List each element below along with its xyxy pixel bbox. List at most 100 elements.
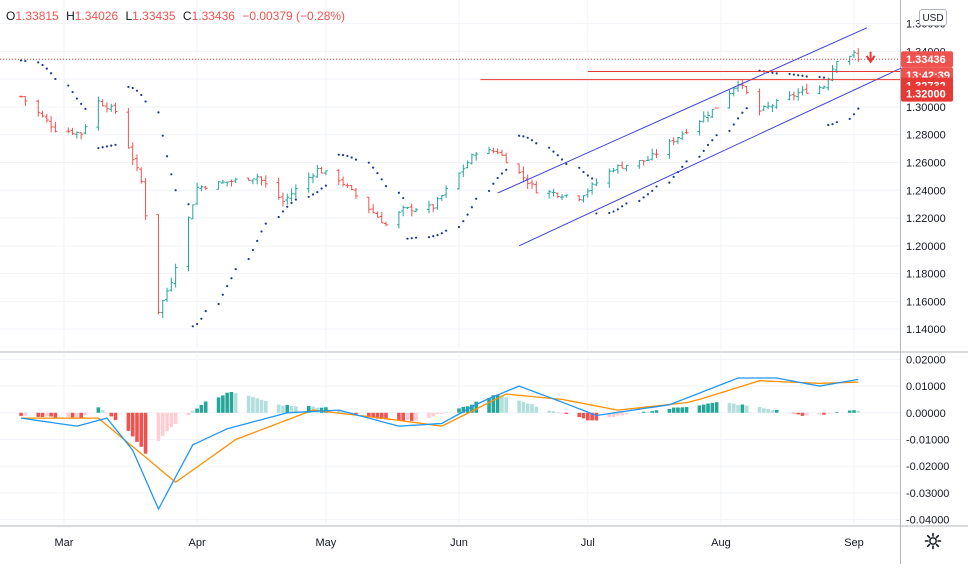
macd-hist-bar: [75, 413, 79, 418]
sar-dot: [46, 68, 48, 70]
high-label: H: [66, 9, 75, 23]
macd-hist-bar: [856, 411, 860, 413]
macd-hist-bar: [281, 406, 285, 413]
macd-hist-bar: [436, 413, 440, 414]
macd-hist-bar: [195, 409, 199, 413]
sar-dot: [561, 158, 563, 160]
sar-dot: [54, 78, 56, 80]
sar-dot: [436, 234, 438, 236]
macd-hist-bar: [161, 413, 165, 436]
sar-dot: [548, 147, 550, 149]
macd-hist-bar: [165, 413, 169, 431]
macd-hist-bar: [758, 407, 762, 413]
open-value: 1.33815: [15, 9, 58, 23]
price-tick-label: 1.28000: [906, 130, 946, 142]
macd-hist-bar: [766, 409, 770, 413]
gear-icon[interactable]: [923, 531, 943, 551]
macd-hist-bar: [745, 406, 749, 413]
macd-hist-bar: [49, 413, 53, 417]
macd-hist-bar: [264, 401, 268, 413]
price-tick-label: 1.14000: [906, 324, 946, 336]
sar-dot: [462, 220, 464, 222]
sar-dot: [428, 236, 430, 238]
macd-hist-bar: [290, 406, 294, 413]
sar-dot: [827, 124, 829, 126]
sar-dot: [24, 60, 26, 62]
ohlc-legend: O1.33815 H1.34026 L1.33435 C1.33436 −0.0…: [6, 9, 349, 23]
macd-hist-bar: [848, 411, 852, 413]
macd-tick-label: 0.00000: [906, 408, 946, 420]
sar-dot: [591, 177, 593, 179]
sar-dot: [372, 166, 374, 168]
macd-hist-bar: [191, 411, 195, 413]
sar-dot: [527, 137, 529, 139]
sar-dot: [114, 144, 116, 146]
price-tick-label: 1.20000: [906, 241, 946, 253]
sar-dot: [466, 214, 468, 216]
time-tick-label: Mar: [55, 537, 74, 549]
macd-hist-bar: [440, 413, 444, 414]
macd-hist-bar: [625, 413, 629, 415]
change-value: −0.00379 (−0.28%): [242, 9, 345, 23]
sar-dot: [595, 212, 597, 214]
sar-dot: [402, 197, 404, 199]
price-tick-label: 1.22000: [906, 213, 946, 225]
last-price-tag: 1.33436: [906, 54, 946, 66]
sar-dot: [823, 77, 825, 79]
macd-hist-bar: [260, 400, 264, 413]
macd-hist-bar: [530, 404, 534, 413]
currency-button[interactable]: USD: [919, 9, 947, 26]
sar-dot: [226, 285, 228, 287]
sar-dot: [230, 277, 232, 279]
sar-dot: [196, 323, 198, 325]
macd-hist-bar: [277, 404, 281, 412]
sar-dot: [806, 75, 808, 77]
macd-hist-bar: [255, 398, 259, 413]
sar-dot: [97, 147, 99, 149]
macd-hist-bar: [200, 405, 204, 413]
sar-dot: [857, 108, 859, 110]
macd-hist-bar: [225, 393, 229, 413]
sar-dot: [157, 111, 159, 113]
macd-hist-bar: [109, 413, 113, 417]
macd-hist-bar: [45, 413, 49, 417]
price-tick-label: 1.18000: [906, 269, 946, 281]
sar-dot: [793, 74, 795, 76]
close-label: C: [183, 9, 192, 23]
sar-dot: [578, 167, 580, 169]
macd-hist-bar: [457, 408, 461, 412]
sar-dot: [836, 121, 838, 123]
macd-hist-bar: [642, 412, 646, 413]
sar-dot: [441, 232, 443, 234]
macd-hist-bar: [547, 411, 551, 413]
price-tick-label: 1.26000: [906, 158, 946, 170]
macd-hist-bar: [230, 392, 234, 413]
macd-hist-bar: [522, 402, 526, 413]
macd-hist-bar: [406, 413, 410, 421]
sar-dot: [290, 202, 292, 204]
macd-tick-label: 0.01000: [906, 381, 946, 393]
sar-dot: [432, 235, 434, 237]
sar-dot: [325, 185, 327, 187]
sar-dot: [733, 123, 735, 125]
sar-dot: [488, 190, 490, 192]
price-tick-label: 1.24000: [906, 185, 946, 197]
sar-dot: [321, 187, 323, 189]
sar-dot: [381, 178, 383, 180]
macd-hist-bar: [672, 408, 676, 413]
sar-dot: [252, 249, 254, 251]
macd-tick-label: -0.02000: [906, 461, 949, 473]
macd-hist-bar: [397, 413, 401, 421]
sar-dot: [788, 73, 790, 75]
sar-dot: [71, 91, 73, 93]
sar-dot: [612, 210, 614, 212]
sar-dot: [235, 268, 237, 270]
macd-hist-bar: [105, 413, 109, 414]
macd-hist-bar: [139, 413, 143, 447]
macd-hist-bar: [706, 404, 710, 413]
macd-hist-bar: [826, 413, 830, 414]
macd-hist-bar: [788, 413, 792, 414]
sar-dot: [522, 135, 524, 137]
